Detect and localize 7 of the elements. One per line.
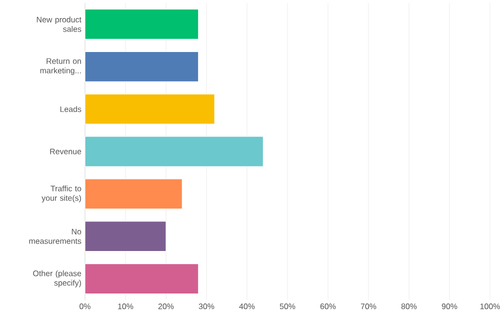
bar xyxy=(84,8,199,40)
bar xyxy=(84,51,199,82)
bar xyxy=(84,263,199,294)
bar xyxy=(84,178,182,210)
bar xyxy=(84,136,264,167)
bar xyxy=(84,221,166,252)
bar xyxy=(84,94,215,124)
